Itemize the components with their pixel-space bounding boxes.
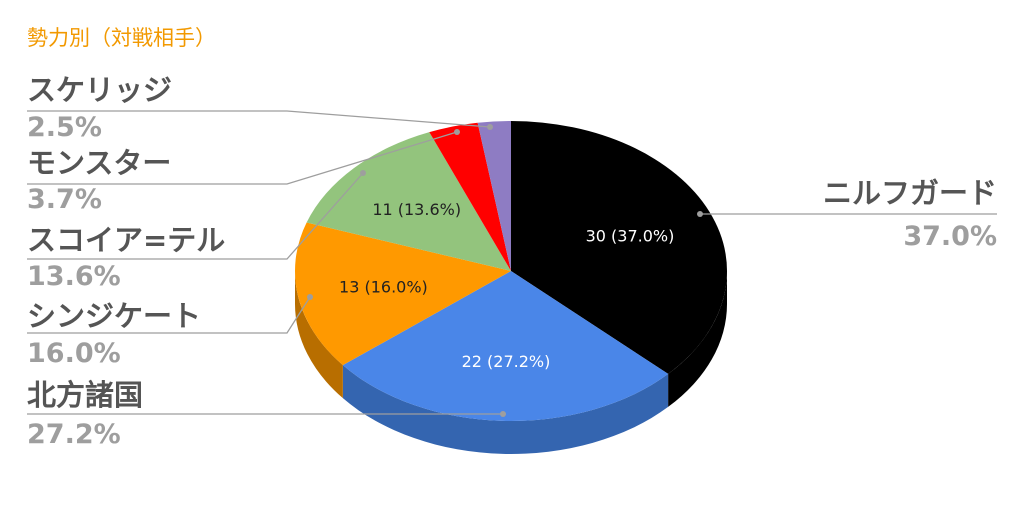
pie-slices <box>295 121 728 422</box>
slice-2-leader-dot <box>500 411 506 417</box>
slice-3-leader-dot <box>307 294 313 300</box>
slice-6-percent-label: 2.5% <box>27 112 102 143</box>
slice-3-value-label: 13 (16.0%) <box>339 278 428 297</box>
slice-2-category-label: 北方諸国 <box>27 378 143 412</box>
slice-6 <box>477 121 511 271</box>
slice-6-leader-line <box>27 110 491 128</box>
slice-4-value-label: 11 (13.6%) <box>372 200 461 219</box>
slice-1-percent-label: 37.0% <box>903 221 997 252</box>
slice-3 <box>295 222 511 366</box>
slice-4-percent-label: 13.6% <box>27 261 121 292</box>
slice-5-percent-label: 3.7% <box>27 184 102 215</box>
slice-3-side <box>295 271 343 399</box>
slice-5-leader-line <box>27 131 458 185</box>
slice-1-side <box>668 271 728 407</box>
slice-labels: ニルフガード 37.0% 30 (37.0%) 北方諸国 27.2% 22 (27.2%)… <box>27 73 997 450</box>
slice-1 <box>511 121 728 374</box>
slice-5-category-label: モンスター <box>27 146 171 180</box>
slice-1-leader-dot <box>697 211 703 217</box>
slice-6-leader-dot <box>487 124 493 130</box>
slice-4 <box>306 132 511 271</box>
slice-1-category-label: ニルフガード <box>823 176 997 210</box>
slice-4-category-label: スコイア=テル <box>27 223 225 257</box>
slice-2-side <box>342 365 669 455</box>
leader-lines <box>27 110 997 417</box>
slice-2-value-label: 22 (27.2%) <box>462 352 551 371</box>
slice-2-percent-label: 27.2% <box>27 419 121 450</box>
slice-3-percent-label: 16.0% <box>27 338 121 369</box>
pie-sides <box>295 271 728 455</box>
slice-5-leader-dot <box>454 129 460 135</box>
slice-4-leader-line <box>27 172 364 260</box>
slice-5 <box>429 122 511 272</box>
slice-6-category-label: スケリッジ <box>27 73 172 107</box>
chart-title: 勢力別（対戦相手） <box>27 26 216 50</box>
slice-2 <box>342 271 669 422</box>
slice-3-leader-line <box>27 296 311 334</box>
slice-1-value-label: 30 (37.0%) <box>586 226 675 245</box>
slice-4-leader-dot <box>360 170 366 176</box>
slice-3-category-label: シンジケート <box>27 299 201 333</box>
